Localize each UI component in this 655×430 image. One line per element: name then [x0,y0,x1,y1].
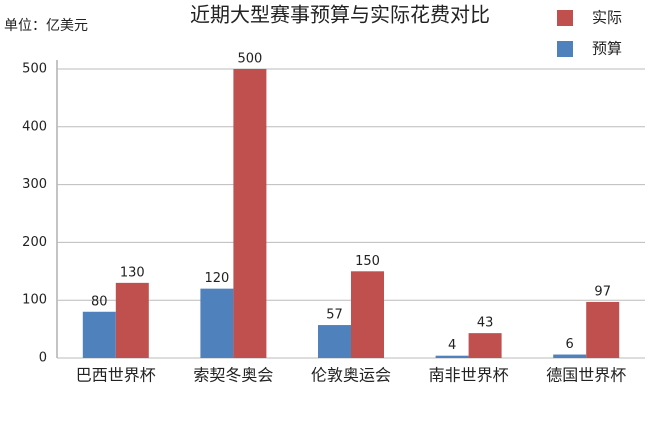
legend-label: 预算 [592,40,622,58]
data-label: 57 [326,308,343,323]
data-label: 97 [594,284,611,299]
x-tick-label: 巴西世界杯 [76,366,156,385]
y-tick-label: 300 [22,177,47,192]
y-tick-label: 100 [22,293,47,308]
unit-label: 单位：亿美元 [4,18,88,34]
y-tick-label: 400 [22,119,47,134]
data-label: 150 [355,254,380,269]
bar [318,325,351,358]
data-label: 120 [204,271,229,286]
data-label: 4 [448,338,456,353]
bar [435,355,469,358]
chart-title: 近期大型赛事预算与实际花费对比 [190,3,490,27]
data-label: 500 [237,52,262,67]
bar [468,333,502,358]
legend-swatch [557,41,573,57]
legend-swatch [557,10,573,26]
bar [553,354,587,358]
x-tick-label: 索契冬奥会 [193,366,273,385]
y-tick-label: 500 [22,62,47,77]
y-tick-label: 200 [22,235,47,250]
data-label: 43 [477,316,494,331]
bar [82,311,116,358]
bar [115,282,149,358]
x-tick-label: 南非世界杯 [429,366,509,385]
data-label: 130 [120,265,145,280]
y-tick-label: 0 [39,351,47,366]
bar [200,288,234,358]
bar [351,271,384,358]
data-label: 80 [91,294,108,309]
legend-label: 实际 [592,9,622,27]
bar [233,69,267,358]
bar [586,301,620,358]
x-tick-label: 德国世界杯 [546,366,626,385]
data-label: 6 [566,337,574,352]
x-tick-label: 伦敦奥运会 [311,366,391,385]
